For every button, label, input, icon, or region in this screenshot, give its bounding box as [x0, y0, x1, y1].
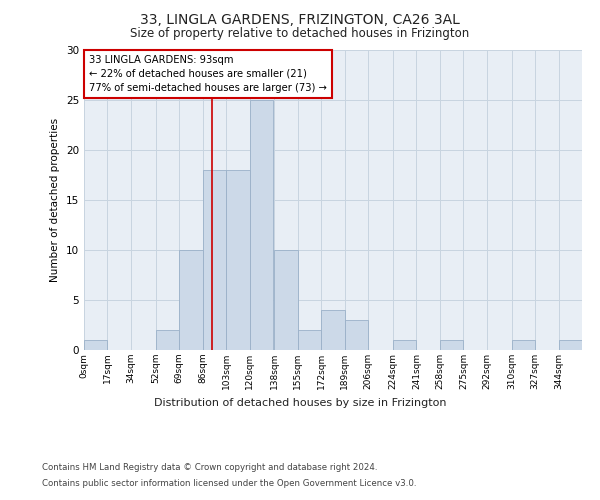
Bar: [345, 320, 368, 350]
Y-axis label: Number of detached properties: Number of detached properties: [50, 118, 61, 282]
Bar: [393, 340, 416, 350]
Text: Distribution of detached houses by size in Frizington: Distribution of detached houses by size …: [154, 398, 446, 407]
Bar: [321, 310, 345, 350]
Bar: [226, 170, 250, 350]
Text: 33 LINGLA GARDENS: 93sqm
← 22% of detached houses are smaller (21)
77% of semi-d: 33 LINGLA GARDENS: 93sqm ← 22% of detach…: [89, 54, 327, 92]
Bar: [559, 340, 582, 350]
Bar: [274, 250, 298, 350]
Bar: [440, 340, 463, 350]
Bar: [250, 100, 273, 350]
Bar: [298, 330, 321, 350]
Text: Contains public sector information licensed under the Open Government Licence v3: Contains public sector information licen…: [42, 479, 416, 488]
Text: Contains HM Land Registry data © Crown copyright and database right 2024.: Contains HM Land Registry data © Crown c…: [42, 462, 377, 471]
Text: 33, LINGLA GARDENS, FRIZINGTON, CA26 3AL: 33, LINGLA GARDENS, FRIZINGTON, CA26 3AL: [140, 12, 460, 26]
Bar: [203, 170, 226, 350]
Text: Size of property relative to detached houses in Frizington: Size of property relative to detached ho…: [130, 28, 470, 40]
Bar: [512, 340, 535, 350]
Bar: [179, 250, 203, 350]
Bar: [84, 340, 107, 350]
Bar: [156, 330, 179, 350]
